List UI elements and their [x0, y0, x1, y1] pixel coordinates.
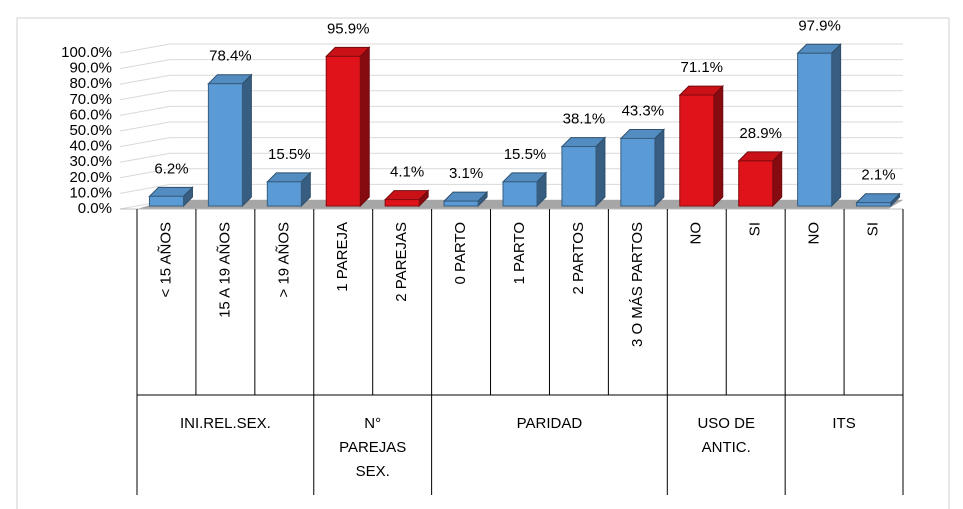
bar [443, 200, 479, 207]
x-tick-label: > 19 AÑOS [275, 222, 292, 297]
bar [266, 181, 302, 207]
data-label: 3.1% [449, 165, 483, 182]
bar [561, 146, 597, 207]
y-tick-label: 80.0% [69, 75, 112, 92]
x-tick-label: NO [806, 222, 823, 245]
data-label: 28.9% [739, 125, 782, 142]
y-tick-label: 10.0% [69, 184, 112, 201]
data-label: 38.1% [563, 111, 606, 128]
grid-line [119, 43, 903, 54]
bar-side [831, 43, 842, 208]
y-tick-label: 100.0% [61, 44, 112, 61]
data-label: 6.2% [154, 160, 188, 177]
x-tick-label: SI [747, 222, 764, 236]
bar [207, 83, 243, 207]
y-tick-label: 0.0% [78, 200, 112, 217]
data-label: 97.9% [798, 17, 841, 34]
x-tick-label: 2 PARTOS [570, 222, 587, 295]
y-tick-label: 70.0% [69, 91, 112, 108]
bar [620, 137, 656, 207]
x-tick-label: < 15 AÑOS [157, 222, 174, 297]
y-tick-label: 50.0% [69, 122, 112, 139]
bar [797, 52, 833, 207]
x-tick-label: 15 A 19 AÑOS [216, 222, 233, 318]
bar-side [713, 84, 724, 208]
y-tick-label: 60.0% [69, 106, 112, 123]
bar-side [595, 136, 606, 208]
data-label: 4.1% [390, 164, 424, 181]
y-tick-label: 40.0% [69, 138, 112, 155]
bar-side [359, 46, 370, 208]
chart-border [16, 17, 950, 509]
group-label: USO DE ANTIC. [697, 415, 755, 456]
bar [856, 202, 892, 207]
y-tick-label: 90.0% [69, 60, 112, 77]
data-label: 95.9% [327, 20, 370, 37]
data-label: 15.5% [504, 146, 547, 163]
data-label: 2.1% [861, 167, 895, 184]
bar [148, 195, 184, 207]
group-label: N° PAREJAS SEX. [339, 415, 407, 480]
data-label: 71.1% [680, 59, 723, 76]
x-tick-label: 2 PAREJAS [393, 222, 410, 302]
x-tick-label: 1 PARTO [511, 222, 528, 285]
group-label: INI.REL.SEX. [179, 415, 271, 432]
x-tick-label: SI [865, 222, 882, 236]
group-label: ITS [832, 415, 856, 432]
data-label: 43.3% [622, 102, 665, 119]
group-label: PARIDAD [516, 415, 583, 432]
bar [384, 199, 420, 207]
bar [502, 181, 538, 207]
grid-line [119, 90, 903, 101]
x-tick-label: NO [688, 222, 705, 245]
y-tick-label: 30.0% [69, 153, 112, 170]
bar [325, 55, 361, 207]
x-tick-label: 1 PAREJA [334, 222, 351, 292]
grid-line [119, 74, 903, 85]
grid-line [119, 121, 903, 132]
bar [738, 160, 774, 207]
x-tick-label: 3 O MÁS PARTOS [629, 222, 646, 347]
bar [679, 94, 715, 207]
y-tick-label: 20.0% [69, 169, 112, 186]
data-label: 78.4% [209, 48, 252, 65]
bar-side [241, 73, 252, 208]
bar-side [654, 128, 665, 208]
data-label: 15.5% [268, 146, 311, 163]
x-tick-label: 0 PARTO [452, 222, 469, 285]
grid-line [119, 59, 903, 70]
grid-line [119, 105, 903, 116]
